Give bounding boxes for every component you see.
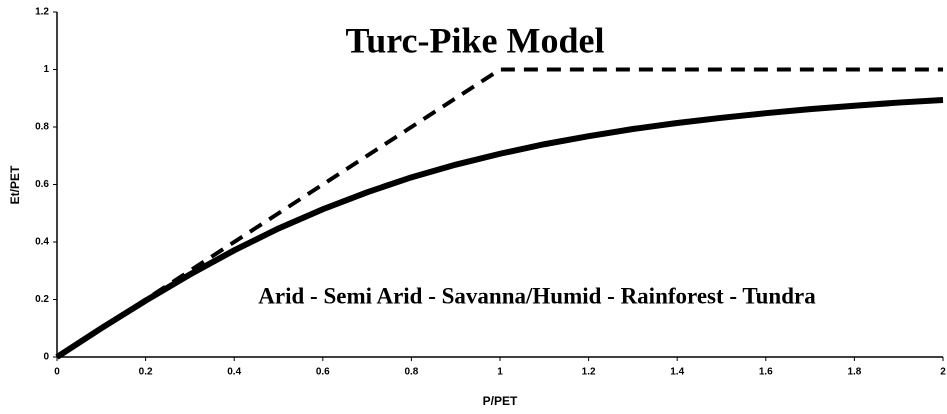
y-tick-label: 0.2 <box>35 294 49 305</box>
y-tick-label: 1 <box>43 64 49 75</box>
line-series <box>55 67 943 359</box>
y-tick-label: 0 <box>43 352 49 363</box>
x-tick-label: 0.6 <box>316 367 330 378</box>
annotation: Arid - Semi Arid - Savanna/Humid - Rainf… <box>258 283 816 308</box>
x-tick-label: 1.8 <box>847 367 861 378</box>
x-tick-label: 1.4 <box>670 367 684 378</box>
x-tick-label: 0 <box>54 367 60 378</box>
x-tick-label: 0.2 <box>139 367 153 378</box>
y-axis-label: Et/PET <box>8 165 22 204</box>
x-tick-label: 1.6 <box>759 367 773 378</box>
y-tick-label: 0.6 <box>35 179 49 190</box>
y-tick-label: 0.4 <box>35 237 49 248</box>
x-tick-label: 2 <box>940 367 946 378</box>
chart-title: Turc-Pike Model <box>346 20 605 60</box>
x-tick-label: 0.8 <box>404 367 418 378</box>
y-tick-label: 0.8 <box>35 122 49 133</box>
x-axis-label: P/PET <box>483 394 518 408</box>
x-tick-label: 1.2 <box>582 367 596 378</box>
y-tick-label: 1.2 <box>35 7 49 18</box>
x-tick-label: 0.4 <box>227 367 241 378</box>
x-tick-label: 1 <box>497 367 503 378</box>
line-series <box>55 96 944 360</box>
